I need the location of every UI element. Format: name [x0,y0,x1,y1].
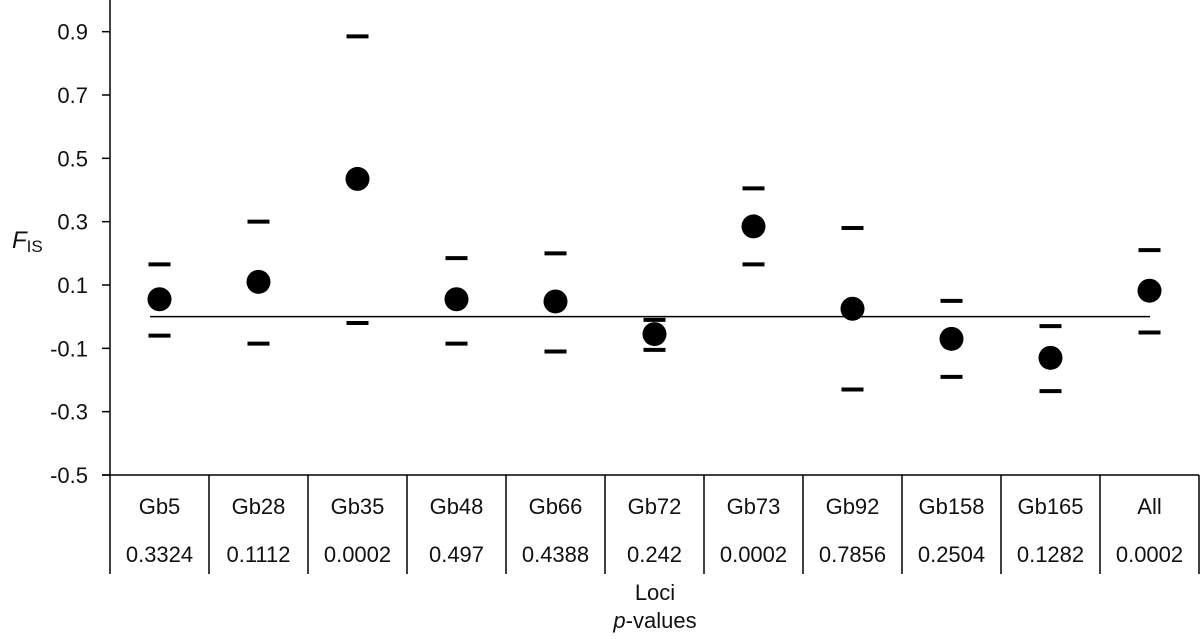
p-value-label: 0.242 [627,542,682,567]
axes [102,0,1199,476]
category-label: Gb73 [727,494,781,519]
x-axis-subtitle-italic: p [612,608,625,633]
data-point-group [444,256,469,346]
fis-point [147,287,172,312]
fis-point [1038,345,1063,370]
y-axis-title-main: F [12,227,28,254]
category-label: Gb5 [139,494,181,519]
y-axis-title: FIS [12,227,43,256]
y-tick-label: -0.3 [50,400,88,425]
p-value-label: 0.0002 [324,542,391,567]
category-label: Gb48 [430,494,484,519]
category-label: Gb66 [529,494,583,519]
fis-point [642,322,667,347]
data-point-group [147,262,172,338]
data-point-group [543,251,568,354]
fis-point [345,166,370,191]
x-axis-title: Loci [635,580,675,605]
p-value-label: 0.1282 [1017,542,1084,567]
y-tick-label: 0.3 [57,210,88,235]
category-label: Gb92 [826,494,880,519]
data-point-group [741,186,766,267]
data-point-group [1137,248,1162,335]
fis-point [741,214,766,239]
data-point-group [642,317,667,352]
p-value-label: 0.1112 [226,542,290,567]
y-ticks: -0.5 -0.3 -0.1 0.1 0.3 0.5 0.7 0.9 [50,20,110,488]
category-label: Gb28 [232,494,286,519]
fis-point [840,296,865,321]
fis-point [1137,278,1162,303]
data-point-group [939,298,964,379]
p-value-label: 0.3324 [126,542,193,567]
y-tick-label: 0.1 [57,273,88,298]
category-label: Gb165 [1017,494,1083,519]
x-axis-subtitle-rest: -values [626,608,697,633]
p-value-label: 0.0002 [1116,542,1183,567]
fis-point [246,269,271,294]
data-marks [147,34,1162,394]
fis-point [444,287,469,312]
category-label: Gb35 [331,494,385,519]
p-value-label: 0.497 [429,542,484,567]
p-value-label: 0.7856 [819,542,886,567]
category-label: All [1137,494,1161,519]
category-label: Gb72 [628,494,682,519]
p-value-label: 0.0002 [720,542,787,567]
category-table: Gb5 0.3324 Gb28 0.1112 Gb35 0.0002 Gb48 0.497 Gb… [109,475,1200,574]
data-point-group [840,226,865,392]
y-tick-label: -0.1 [50,336,88,361]
p-value-label: 0.2504 [918,542,985,567]
x-axis-subtitle: p-values [612,608,696,633]
data-point-group [246,219,271,346]
fis-point [939,326,964,351]
data-point-group [345,34,370,325]
y-tick-label: 0.9 [57,20,88,45]
p-value-label: 0.4388 [522,542,589,567]
y-tick-label: -0.5 [50,463,88,488]
data-point-group [1038,324,1063,394]
category-label: Gb158 [918,494,984,519]
y-tick-label: 0.5 [57,146,88,171]
y-tick-label: 0.7 [57,83,88,108]
fis-point [543,289,568,314]
y-axis-title-sub: IS [27,237,43,256]
